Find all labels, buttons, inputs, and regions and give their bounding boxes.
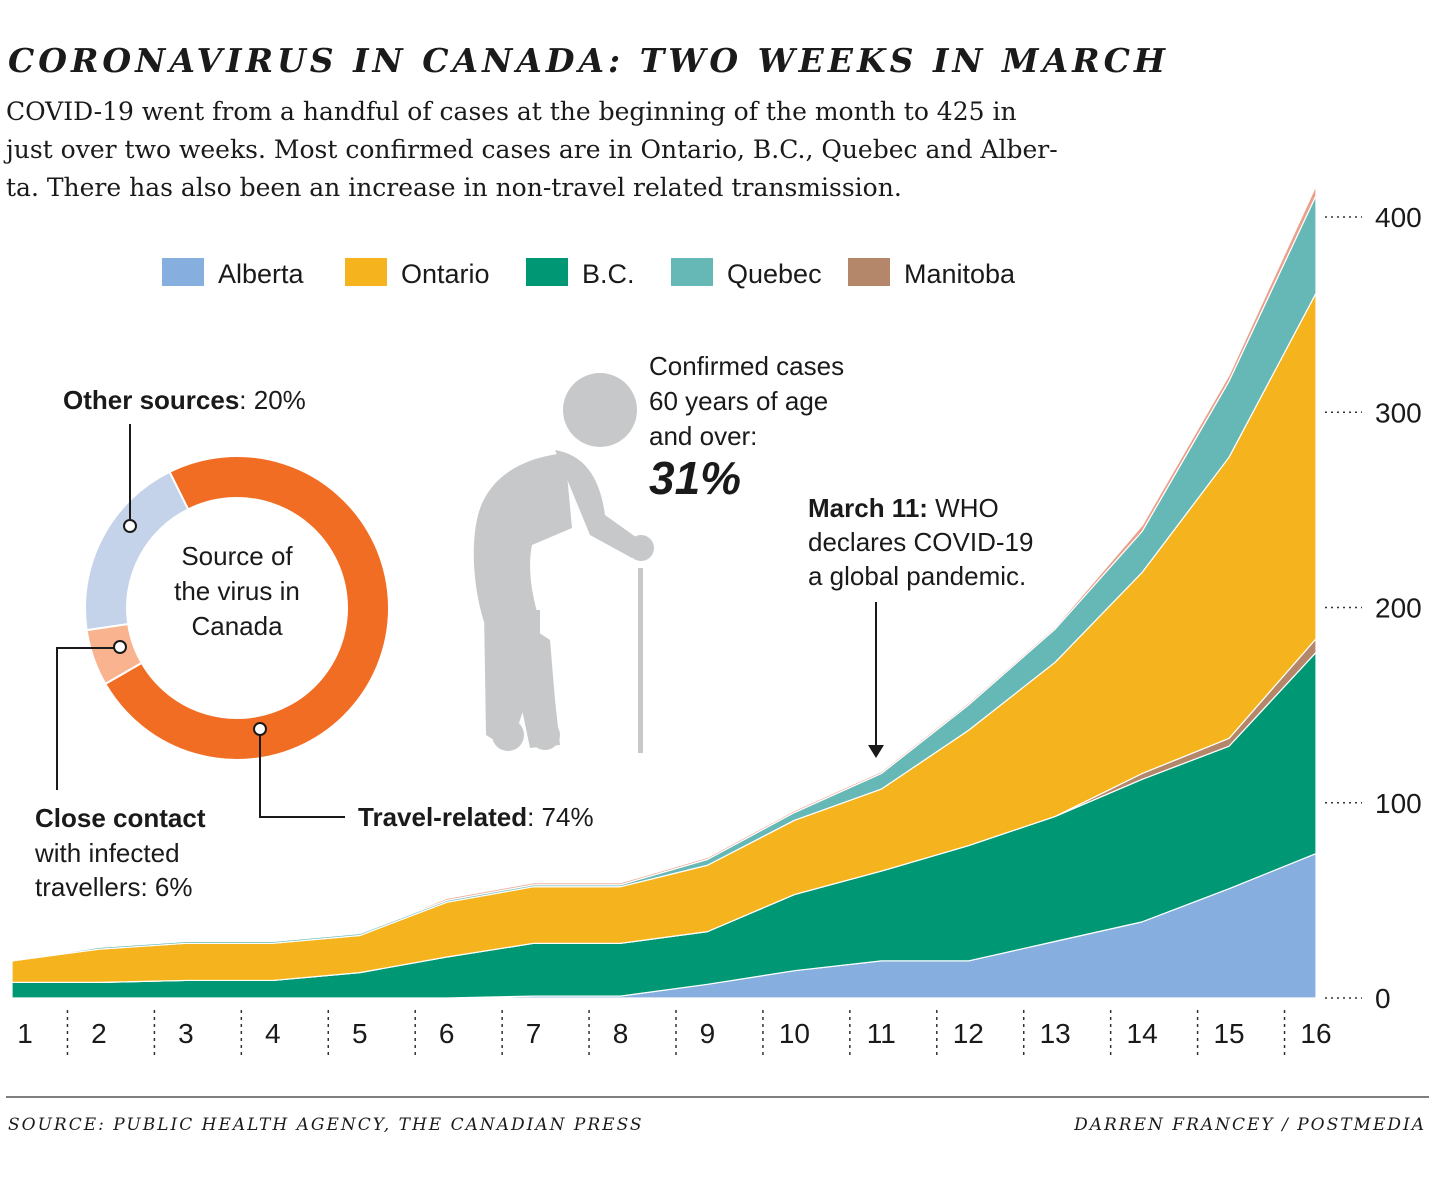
donut-label-other-bold: Other sources: [63, 385, 239, 415]
legend-label-b-c: B.C.: [582, 259, 635, 289]
age-callout-line: and over:: [649, 421, 757, 451]
legend-label-ontario: Ontario: [401, 259, 490, 289]
donut-slice-other-sources: [84, 470, 190, 632]
area-chart: [11, 185, 1317, 999]
subtitle-line-2: just over two weeks. Most confirmed case…: [3, 135, 1058, 164]
y-tick-label: 400: [1375, 202, 1422, 233]
donut-leader-dots: [113, 519, 267, 736]
legend-swatch-manitoba: [848, 258, 890, 286]
walking-cane-icon: [638, 568, 643, 753]
x-axis: 1 2 3 4 5 6 7 8 9 10 11 12 13 14 15 16: [17, 1010, 1332, 1058]
x-tick-label: 3: [178, 1018, 194, 1049]
donut-center-line: the virus in: [174, 576, 300, 606]
page-title: CORONAVIRUS IN CANADA: TWO WEEKS IN MARC…: [8, 41, 1169, 80]
legend-swatch-ontario: [345, 258, 387, 286]
x-tick-label: 6: [439, 1018, 455, 1049]
annotation-rest: WHO: [928, 493, 999, 523]
x-tick-label: 5: [352, 1018, 368, 1049]
annotation-line: March 11: WHO: [808, 493, 999, 523]
x-tick-label: 9: [700, 1018, 716, 1049]
annotation-line: a global pandemic.: [808, 561, 1026, 591]
x-tick-label: 15: [1213, 1018, 1244, 1049]
y-axis: 0 100 200 300 400: [1325, 202, 1422, 1014]
donut-label-contact-line: with infected: [34, 838, 180, 868]
donut-center-line: Canada: [191, 611, 283, 641]
legend: Alberta Ontario B.C. Quebec Manitoba: [162, 258, 1016, 289]
leader-line-travel: [259, 730, 345, 818]
elderly-person-icon: [473, 373, 654, 751]
donut-label-travel-rest: : 74%: [527, 802, 594, 832]
donut-chart: [84, 455, 390, 761]
leader-line-contact: [56, 647, 120, 790]
area-series-other: [11, 185, 1317, 962]
x-tick-label: 1: [17, 1018, 33, 1049]
legend-label-quebec: Quebec: [727, 259, 822, 289]
donut-label-contact-line: travellers: 6%: [35, 872, 193, 902]
legend-label-manitoba: Manitoba: [904, 259, 1016, 289]
x-tick-label: 7: [526, 1018, 542, 1049]
y-tick-label: 0: [1375, 983, 1391, 1014]
legend-swatch-b-c: [526, 258, 568, 286]
x-tick-label: 16: [1300, 1018, 1331, 1049]
leader-dot-travel: [253, 722, 267, 736]
donut-label-contact-bold: Close contact: [35, 803, 206, 833]
legend-swatch-quebec: [671, 258, 713, 286]
x-tick-label: 4: [265, 1018, 281, 1049]
x-tick-label: 8: [613, 1018, 629, 1049]
age-callout-value: 31%: [649, 452, 741, 504]
footer-credit: DARREN FRANCEY / POSTMEDIA: [1073, 1115, 1426, 1135]
age-callout-line: 60 years of age: [649, 386, 828, 416]
subtitle-line-1: COVID-19 went from a handful of cases at…: [6, 97, 1017, 126]
y-tick-label: 200: [1375, 593, 1422, 624]
x-tick-label: 10: [779, 1018, 810, 1049]
donut-center-label: Source of the virus in Canada: [174, 541, 300, 641]
leader-dot-contact: [113, 640, 127, 654]
donut-slice-travel-related: [103, 455, 390, 761]
x-tick-label: 2: [91, 1018, 107, 1049]
x-tick-label: 12: [953, 1018, 984, 1049]
donut-leader-lines: [56, 424, 345, 818]
y-tick-label: 300: [1375, 397, 1422, 428]
footer-source: SOURCE: PUBLIC HEALTH AGENCY, THE CANADI…: [8, 1115, 644, 1135]
donut-center-line: Source of: [181, 541, 293, 571]
leader-dot-other: [123, 519, 137, 533]
donut-label-other-rest: : 20%: [239, 385, 306, 415]
x-tick-label: 14: [1127, 1018, 1158, 1049]
y-tick-label: 100: [1375, 788, 1422, 819]
annotation-line: declares COVID-19: [808, 527, 1033, 557]
annotation-bold: March 11:: [808, 493, 928, 523]
x-tick-label: 11: [867, 1018, 896, 1049]
legend-swatch-alberta: [162, 258, 204, 286]
annotation-arrow-head: [868, 745, 884, 758]
donut-label-travel-bold: Travel-related: [358, 802, 527, 832]
donut-label-other: Other sources: 20%: [63, 385, 306, 415]
age-callout-line: Confirmed cases: [649, 351, 844, 381]
donut-label-travel: Travel-related: 74%: [358, 802, 594, 832]
x-tick-label: 13: [1040, 1018, 1071, 1049]
legend-label-alberta: Alberta: [218, 259, 305, 289]
subtitle-line-3: ta. There has also been an increase in n…: [6, 173, 902, 202]
